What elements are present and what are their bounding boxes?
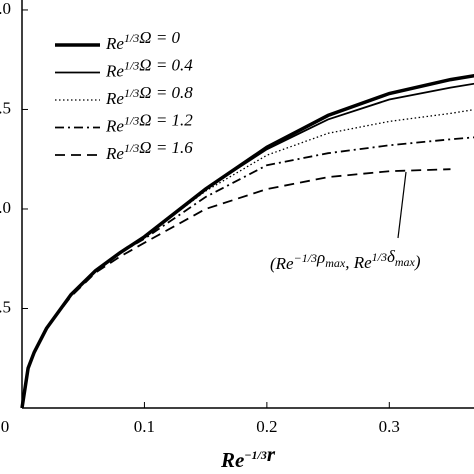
x-axis-label: Re−1/3r: [220, 442, 276, 472]
x-tick-label: 0: [1, 417, 10, 436]
y-tick-label: 0.5: [0, 297, 11, 316]
x-tick-label: 0.2: [256, 417, 277, 436]
series-line: [21, 136, 474, 409]
series-line: [21, 109, 474, 409]
legend-label: Re1/3Ω = 0.8: [105, 83, 193, 108]
y-tick-label: 1.0: [0, 198, 11, 217]
legend-label: Re1/3Ω = 1.2: [105, 110, 193, 135]
series-line: [21, 82, 474, 409]
legend-label: Re1/3Ω = 0: [105, 28, 181, 53]
y-tick-label: 2.0: [0, 0, 11, 18]
annotation: (Re−1/3ρmax, Re1/3δmax): [270, 247, 421, 273]
series-line: [20, 73, 474, 409]
series-line: [21, 168, 451, 409]
legend-label: Re1/3Ω = 1.6: [105, 138, 193, 163]
x-tick-label: 0.3: [379, 417, 400, 436]
y-tick-label: 1.5: [0, 98, 11, 117]
legend-label: Re1/3Ω = 0.4: [105, 55, 193, 80]
annotation-pointer: [397, 171, 407, 239]
x-tick-label: 0.1: [134, 417, 155, 436]
